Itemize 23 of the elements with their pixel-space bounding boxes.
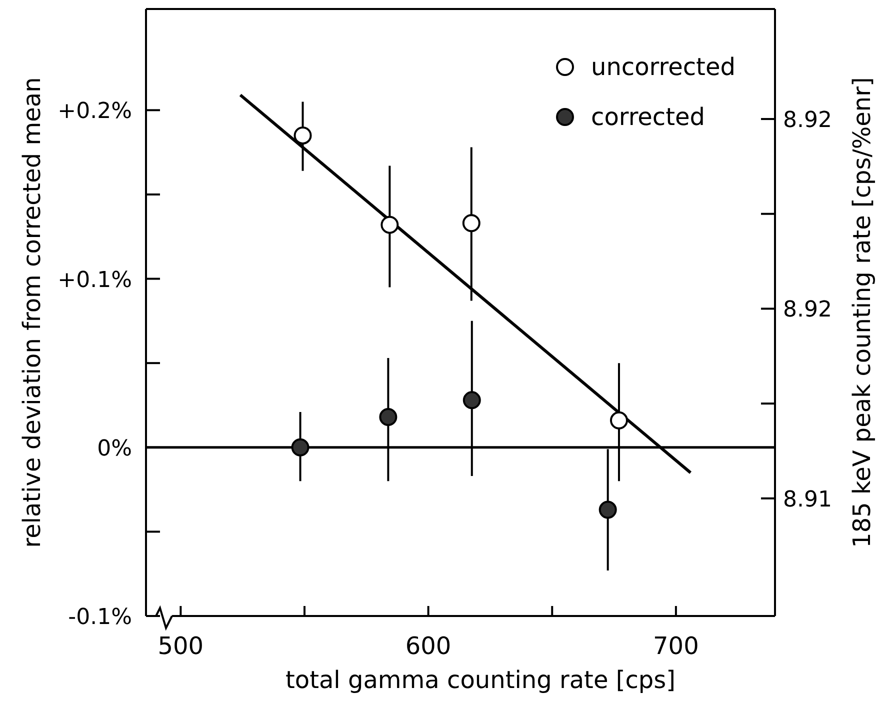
point — [291, 438, 310, 456]
x-tick-label: 700 — [653, 632, 699, 660]
y2-tick-label: 8.92 — [783, 298, 832, 323]
point — [294, 126, 312, 144]
y-tick-label: -0.1% — [68, 605, 132, 630]
point — [379, 408, 398, 426]
y-tick-label: +0.2% — [58, 99, 132, 124]
y-axis-title: relative deviation from corrected mean — [18, 77, 46, 548]
y-tick-label: 0% — [97, 436, 132, 462]
y2-tick-label: 8.91 — [783, 487, 832, 512]
legend-label: uncorrected — [591, 53, 736, 81]
point — [598, 500, 617, 519]
point — [462, 214, 480, 232]
point — [610, 411, 628, 430]
x-axis-title: total gamma counting rate [cps] — [285, 666, 676, 694]
y-tick-label: +0.1% — [58, 268, 132, 293]
point — [380, 216, 399, 234]
x-tick-label: 600 — [405, 632, 452, 660]
x-tick-label: 500 — [158, 632, 204, 660]
y2-axis-title: 185 keV peak counting rate [cps/%enr] — [848, 77, 876, 548]
y2-tick-label: 8.92 — [783, 108, 832, 134]
point — [462, 391, 481, 410]
legend-label: corrected — [591, 103, 706, 131]
